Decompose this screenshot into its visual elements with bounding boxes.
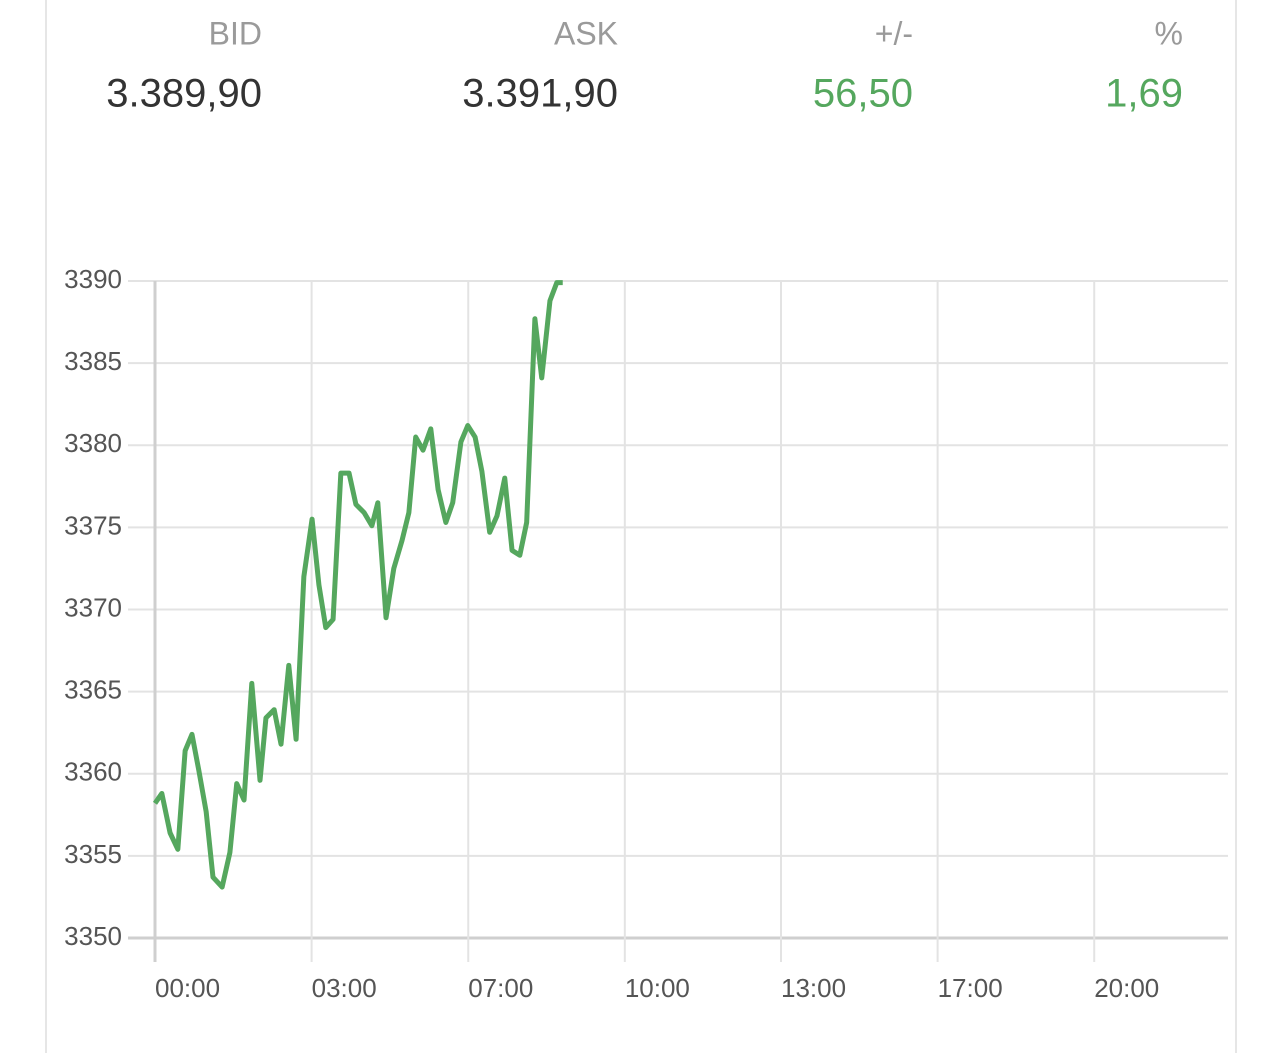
y-tick-label: 3365 [64, 675, 122, 705]
x-tick-label: 00:00 [155, 973, 220, 1003]
y-tick-label: 3350 [64, 921, 122, 951]
x-tick-label: 10:00 [625, 973, 690, 1003]
quote-label: +/- [875, 15, 913, 51]
y-tick-label: 3360 [64, 757, 122, 787]
y-tick-label: 3375 [64, 510, 122, 540]
y-tick-label: 3380 [64, 428, 122, 458]
x-tick-label: 17:00 [938, 973, 1003, 1003]
quote-label: % [1155, 15, 1183, 51]
price-line [152, 280, 563, 890]
x-tick-label: 03:00 [312, 973, 377, 1003]
quote-value: 3.391,90 [462, 72, 618, 116]
quote-label: BID [209, 15, 262, 51]
x-tick-label: 20:00 [1094, 973, 1159, 1003]
quote-value: 3.389,90 [106, 72, 262, 116]
x-tick-label: 13:00 [781, 973, 846, 1003]
y-tick-label: 3385 [64, 346, 122, 376]
y-tick-label: 3355 [64, 839, 122, 869]
quote-value: 56,50 [813, 72, 913, 116]
x-tick-label: 07:00 [468, 973, 533, 1003]
quote-label: ASK [554, 15, 618, 51]
quote-value: 1,69 [1105, 72, 1183, 116]
y-tick-label: 3370 [64, 592, 122, 622]
panel-frame [45, 0, 1237, 1053]
y-tick-label: 3390 [64, 264, 122, 294]
